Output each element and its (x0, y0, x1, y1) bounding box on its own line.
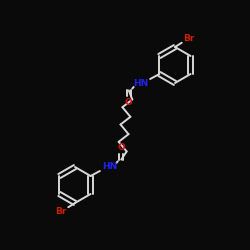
Text: HN: HN (133, 79, 148, 88)
Text: Br: Br (56, 207, 67, 216)
Text: O: O (117, 142, 125, 152)
Text: HN: HN (102, 162, 117, 171)
Text: Br: Br (183, 34, 194, 43)
Text: O: O (125, 98, 133, 108)
